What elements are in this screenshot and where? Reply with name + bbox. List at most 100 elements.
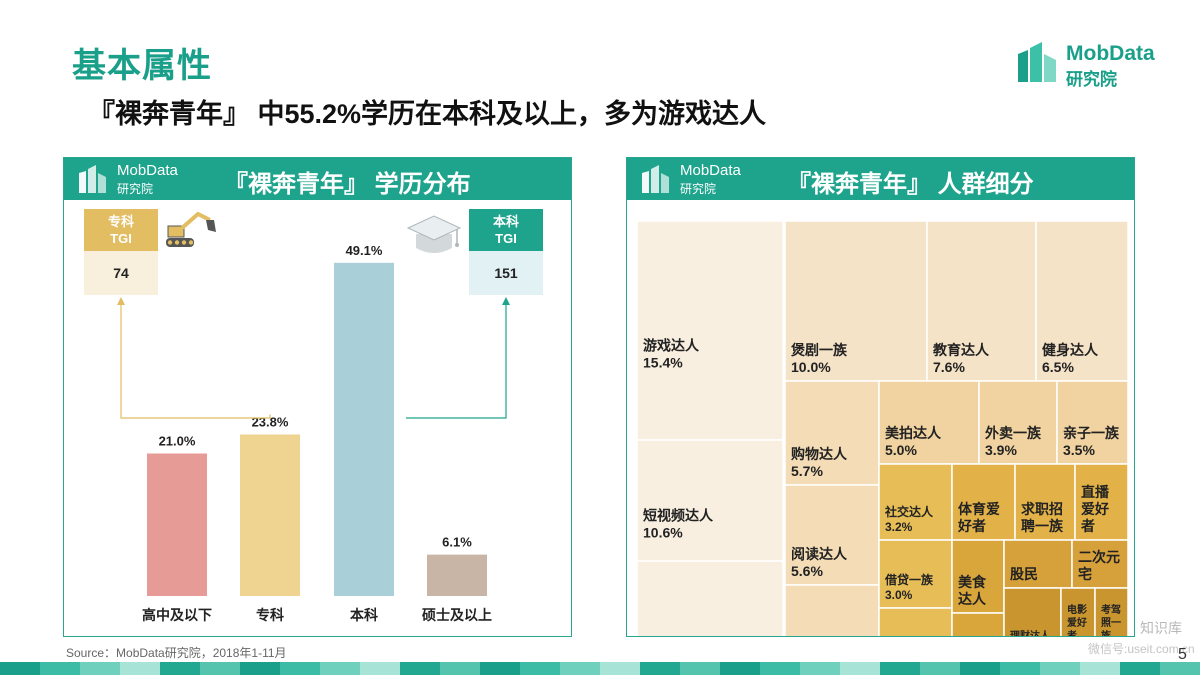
connector-junior-college	[120, 300, 271, 419]
treemap-cell-name: 煲剧一族	[791, 342, 848, 358]
bar-1	[240, 434, 300, 596]
treemap-cell: 体育爱好者	[951, 463, 1016, 541]
treemap-cell-value: 3.0%	[885, 588, 913, 602]
svg-text:TGI: TGI	[495, 231, 517, 246]
education-bar-chart: 21.0%高中及以下23.8%专科49.1%本科6.1%硕士及以上专科TGI74…	[84, 209, 543, 623]
treemap-cell-name: 社交达人	[884, 504, 934, 519]
education-panel-title: 『裸奔青年』 学历分布	[224, 171, 471, 198]
treemap-cell-value: 10.0%	[791, 359, 831, 375]
category-label: 高中及以下	[142, 607, 212, 623]
watermark-text: 知识库	[1140, 620, 1182, 636]
graduation-cap-icon	[406, 215, 462, 253]
treemap-cell: 求职招聘一族	[1014, 463, 1076, 541]
treemap-cell: 婚恋一族	[951, 612, 1005, 636]
bar-value-label: 21.0%	[159, 434, 196, 449]
treemap-cell-name: 考驾照一族	[1101, 603, 1121, 636]
treemap-cell-name: 健身达人	[1042, 342, 1099, 358]
treemap-cell: 美食达人	[951, 539, 1005, 614]
treemap-cell-name: 教育达人	[933, 342, 990, 358]
segment-panel-header: MobData 研究院 『裸奔青年』 人群细分	[627, 158, 1134, 200]
bar-2	[334, 262, 394, 596]
panel-brand-sub: 研究院	[680, 182, 717, 196]
treemap-cell: 知识达人5.2%	[784, 584, 880, 636]
watermark-subtext: 微信号:useit.com.cn	[1088, 642, 1195, 656]
treemap-cell-name: 理财达人	[1010, 629, 1051, 636]
category-label: 硕士及以上	[422, 607, 492, 623]
treemap-cell-value: 3.5%	[1063, 442, 1095, 458]
treemap-cell: 支付达人2.9%	[878, 607, 953, 636]
segment-panel: MobData 研究院 『裸奔青年』 人群细分 游戏达人 15.4% 短视频达人 10…	[626, 157, 1135, 637]
treemap-cell-value: 6.5%	[1042, 359, 1074, 375]
page-number: 5	[1178, 646, 1187, 663]
treemap-cell: 电影爱好者	[1060, 587, 1096, 636]
segment-treemap: 游戏达人15.4%短视频达人10.6%音乐爱好者10.2%煲剧一族10.0%教育…	[636, 220, 1129, 636]
panel-brand-name: MobData	[680, 162, 741, 179]
treemap-cell-value: 5.7%	[791, 463, 823, 479]
mobdata-logo-icon	[642, 165, 669, 193]
segment-panel-title: 『裸奔青年』 人群细分	[787, 171, 1034, 198]
bar-value-label: 6.1%	[442, 535, 472, 550]
treemap-cell-value: 10.6%	[643, 525, 683, 541]
tgi-box-junior-college: 专科 TGI 74	[84, 209, 158, 295]
treemap-cell-value: 3.2%	[885, 520, 913, 534]
treemap-cell: 股民	[1003, 539, 1073, 589]
panel-brand-sub: 研究院	[117, 182, 154, 196]
treemap-cell-name: 美食达人	[958, 574, 987, 607]
treemap-cell-name: 体育爱好者	[957, 501, 1000, 534]
source-note: Source：MobData研究院，2018年1-11月	[66, 646, 287, 660]
treemap-cell: 考驾照一族	[1094, 587, 1129, 636]
category-label: 专科	[256, 607, 284, 623]
treemap-cell-name: 直播爱好者	[1081, 484, 1110, 534]
education-panel-header: MobData 研究院 『裸奔青年』 学历分布	[64, 158, 571, 200]
svg-text:TGI: TGI	[110, 231, 132, 246]
connector-bachelor	[406, 300, 507, 419]
treemap-cell-name: 外卖一族	[985, 425, 1042, 441]
treemap-cell-value: 3.9%	[985, 442, 1017, 458]
treemap-cell-name: 游戏达人	[643, 338, 700, 354]
treemap-cell-value: 7.6%	[933, 359, 965, 375]
treemap-cell-name: 亲子一族	[1063, 425, 1120, 441]
svg-text:本科: 本科	[493, 214, 519, 229]
page-title: 基本属性	[72, 47, 212, 85]
treemap-cell-value: 15.4%	[643, 355, 683, 371]
treemap-cell-name: 美拍达人	[885, 425, 942, 441]
treemap-cell-value: 5.0%	[885, 442, 917, 458]
treemap-cell-value: 5.6%	[791, 563, 823, 579]
treemap-cell-name: 求职招聘一族	[1021, 501, 1064, 534]
treemap-cell-name: 阅读达人	[791, 546, 848, 562]
treemap-cell: 二次元宅	[1071, 539, 1129, 589]
bottom-stripe	[0, 662, 1200, 675]
mobdata-logo-icon	[79, 165, 106, 193]
page-subtitle: 『裸奔青年』 中55.2%学历在本科及以上，多为游戏达人	[88, 99, 767, 129]
mobdata-logo-icon	[1018, 42, 1056, 82]
bar-value-label: 49.1%	[346, 243, 383, 258]
treemap-cell-name: 电影爱好者	[1066, 603, 1087, 636]
treemap-cell-name: 二次元宅	[1078, 549, 1120, 582]
bar-0	[147, 453, 207, 596]
treemap-cell-name: 短视频达人	[643, 508, 714, 524]
svg-text:74: 74	[113, 265, 129, 281]
treemap-cell: 直播爱好者	[1074, 463, 1129, 541]
brand-logo: MobData 研究院	[1016, 40, 1176, 89]
excavator-icon	[166, 211, 216, 247]
treemap-cell-name: 股民	[1010, 566, 1038, 582]
treemap-cell: 理财达人	[1003, 587, 1062, 636]
tgi-box-bachelor: 本科 TGI 151	[469, 209, 543, 295]
panel-brand-name: MobData	[117, 162, 178, 179]
category-label: 本科	[350, 607, 378, 623]
brand-sub: 研究院	[1066, 70, 1117, 89]
brand-name: MobData	[1066, 42, 1155, 65]
svg-text:151: 151	[494, 265, 518, 281]
bar-3	[427, 554, 487, 596]
svg-text:专科: 专科	[108, 214, 134, 229]
